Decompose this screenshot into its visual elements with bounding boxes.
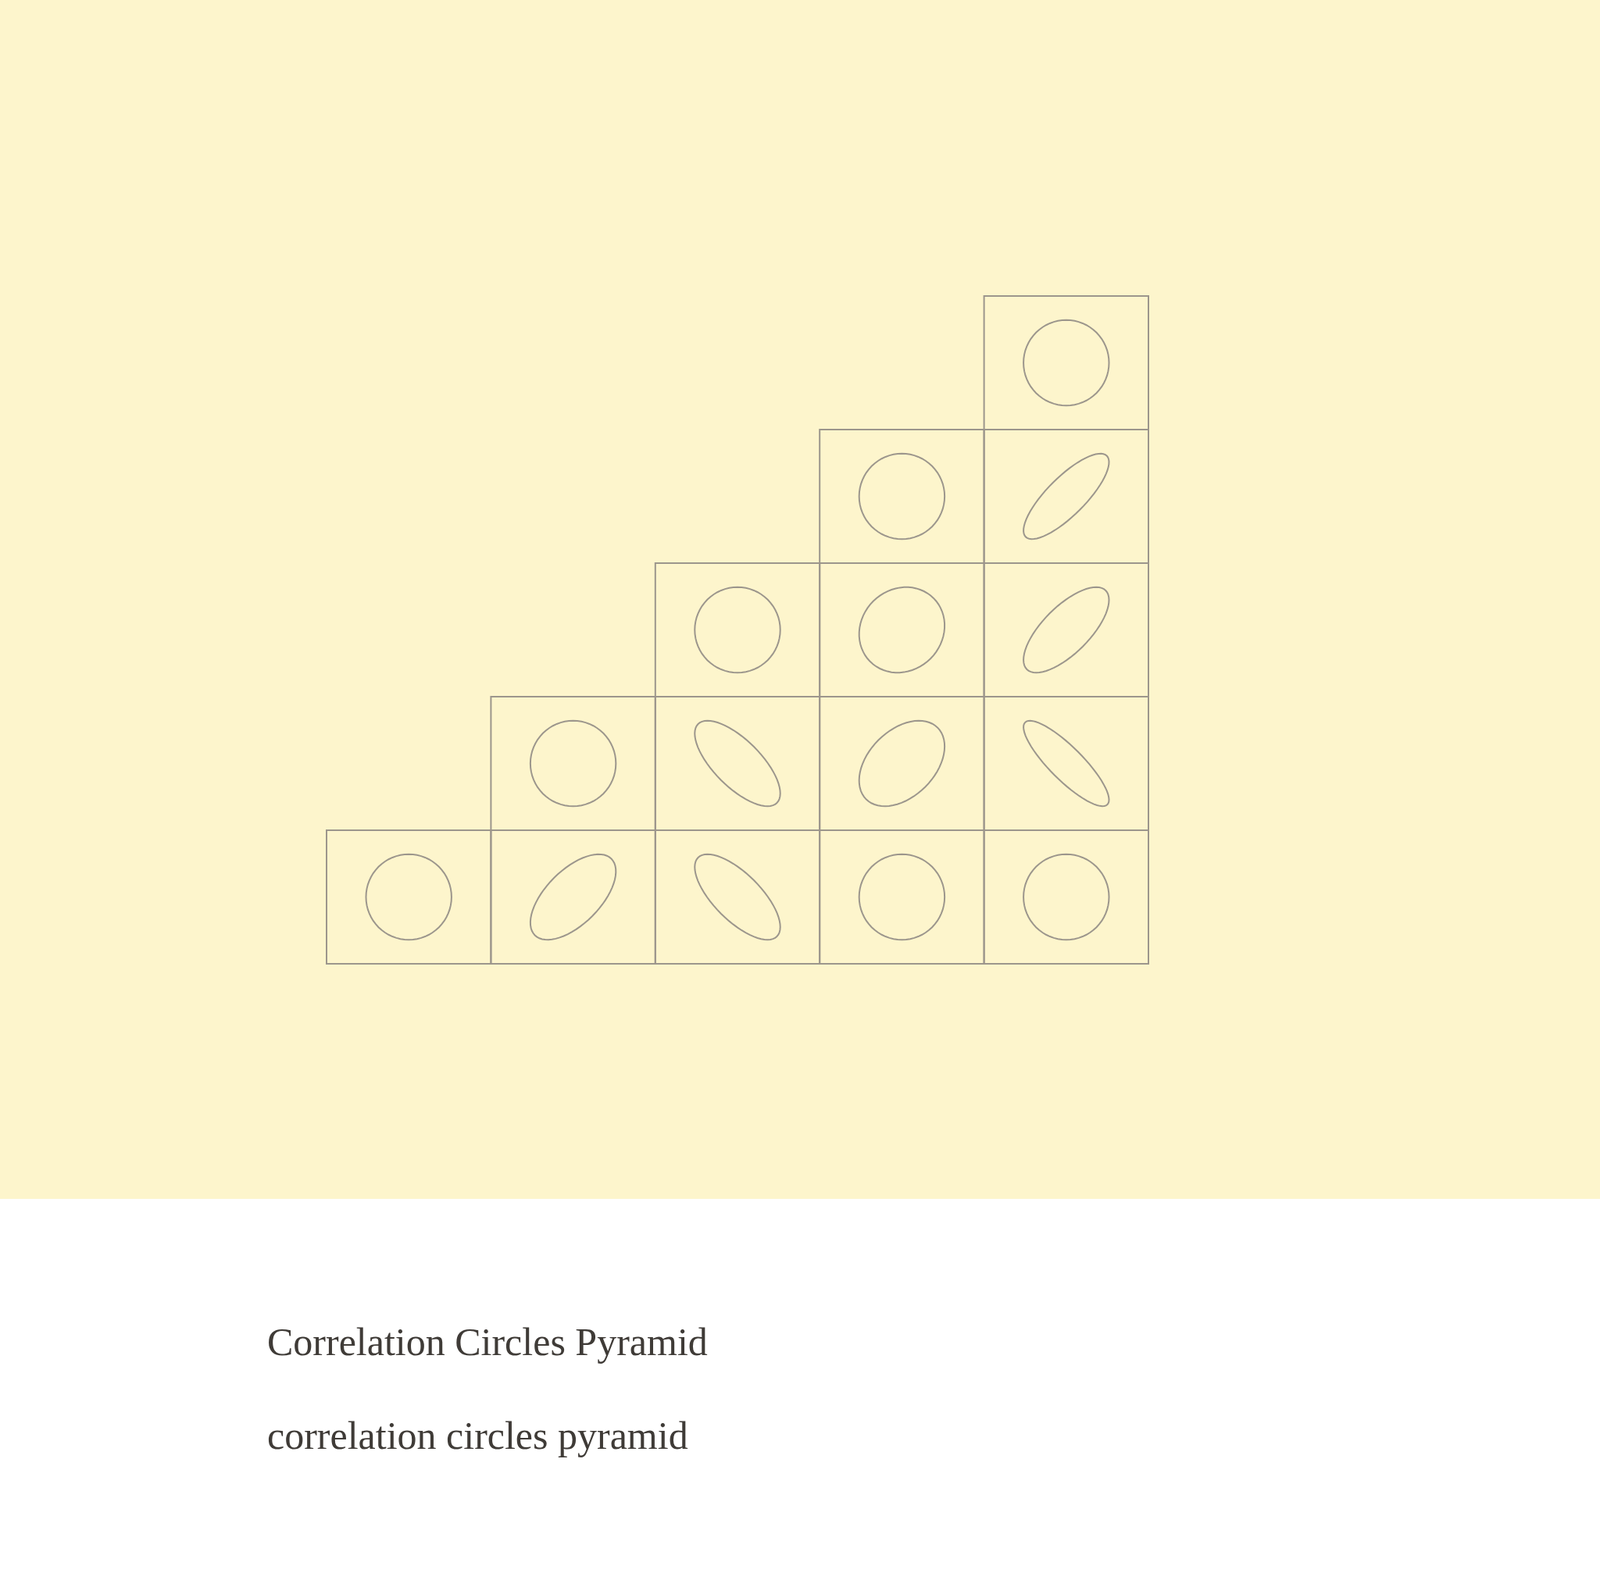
svg-text:correlation circles pyramid: correlation circles pyramid — [267, 1414, 689, 1458]
svg-text:Correlation Circles Pyramid: Correlation Circles Pyramid — [267, 1320, 708, 1365]
